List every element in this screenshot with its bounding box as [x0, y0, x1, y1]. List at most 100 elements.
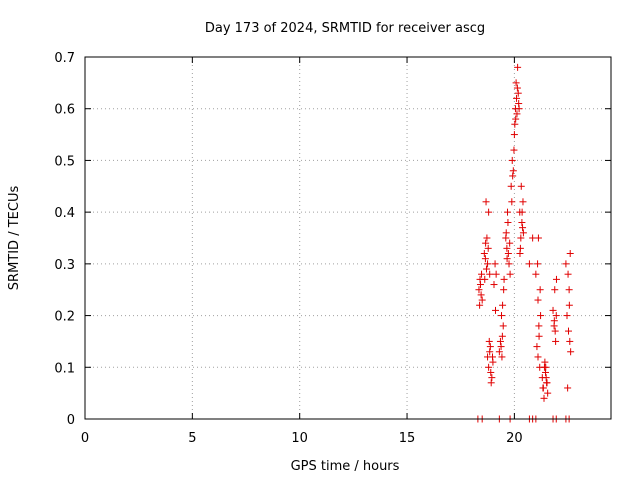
data-point — [541, 358, 549, 366]
ticks-layer: 0 0.1 0.2 0.3 0.4 0.5 0.6 0.7 0 5 10 15 20 — [54, 51, 611, 446]
data-point — [517, 182, 525, 190]
data-point — [540, 394, 548, 402]
data-point — [481, 255, 489, 263]
data-point — [566, 250, 574, 258]
data-point — [516, 250, 524, 258]
data-point — [500, 275, 508, 283]
data-point — [542, 374, 550, 382]
data-point — [482, 198, 490, 206]
data-point — [513, 94, 521, 102]
data-point — [550, 317, 558, 325]
data-point — [552, 312, 560, 320]
data-point — [519, 224, 527, 232]
y-tick-label: 0.6 — [54, 103, 75, 118]
data-point — [565, 286, 573, 294]
data-point — [492, 270, 500, 278]
data-point — [533, 343, 541, 351]
data-point — [525, 260, 533, 268]
grid-layer — [85, 57, 611, 419]
data-point — [480, 250, 488, 258]
data-point — [535, 322, 543, 330]
data-point — [505, 260, 513, 268]
data-point — [511, 120, 519, 128]
data-point — [551, 327, 559, 335]
data-point — [514, 89, 522, 97]
data-point — [519, 198, 527, 206]
x-tick-label: 5 — [188, 431, 196, 446]
data-point — [475, 286, 483, 294]
data-point — [549, 306, 557, 314]
data-point — [478, 270, 486, 278]
data-point — [536, 286, 544, 294]
data-point — [498, 312, 506, 320]
data-point — [506, 270, 514, 278]
data-point — [564, 327, 572, 335]
data-point — [535, 332, 543, 340]
y-tick-label: 0.2 — [54, 310, 75, 325]
y-tick-label: 0.3 — [54, 258, 75, 273]
data-point — [564, 384, 572, 392]
data-point — [503, 244, 511, 252]
x-tick-label: 10 — [291, 431, 308, 446]
y-tick-label: 0.5 — [54, 154, 75, 169]
data-point — [507, 182, 515, 190]
data-point — [498, 332, 506, 340]
y-tick-label: 0.4 — [54, 206, 75, 221]
data-point — [562, 260, 570, 268]
data-point — [504, 250, 512, 258]
x-tick-label: 20 — [506, 431, 523, 446]
x-tick-label: 15 — [399, 431, 416, 446]
data-point — [534, 296, 542, 304]
data-point — [500, 286, 508, 294]
data-point — [564, 270, 572, 278]
data-point — [563, 312, 571, 320]
data-point — [481, 275, 489, 283]
data-point — [552, 337, 560, 345]
data-point — [487, 368, 495, 376]
data-point — [499, 301, 507, 309]
data-point — [508, 198, 516, 206]
data-point — [485, 337, 493, 345]
data-point — [514, 63, 522, 71]
data-point — [482, 239, 490, 247]
data-point — [543, 379, 551, 387]
data-point — [515, 105, 523, 113]
data-point — [537, 312, 545, 320]
data-point — [502, 229, 510, 237]
data-point — [512, 79, 520, 87]
data-point — [484, 260, 492, 268]
data-point — [485, 363, 493, 371]
y-tick-label: 0 — [67, 413, 75, 428]
data-point — [534, 260, 542, 268]
x-tick-label: 0 — [81, 431, 89, 446]
data-point — [491, 260, 499, 268]
data-point — [517, 234, 525, 242]
data-point — [510, 131, 518, 139]
y-tick-label: 0.1 — [54, 361, 75, 376]
data-point — [534, 353, 542, 361]
data-point — [491, 306, 499, 314]
data-point — [488, 374, 496, 382]
data-point — [486, 348, 494, 356]
x-axis-title: GPS time / hours — [291, 459, 400, 474]
chart-title: Day 173 of 2024, SRMTID for receiver asc… — [205, 21, 485, 36]
data-point — [488, 353, 496, 361]
data-point — [498, 353, 506, 361]
data-point — [504, 208, 512, 216]
plot-frame — [84, 56, 612, 420]
data-point — [539, 384, 547, 392]
data-point — [477, 291, 485, 299]
data-point — [509, 167, 517, 175]
points-layer — [474, 63, 575, 423]
data-point — [510, 146, 518, 154]
data-point — [551, 286, 559, 294]
data-point — [499, 322, 507, 330]
data-point — [513, 84, 521, 92]
data-point — [476, 301, 484, 309]
data-point — [483, 234, 491, 242]
data-point — [486, 343, 494, 351]
data-point — [497, 343, 505, 351]
data-point — [508, 156, 516, 164]
